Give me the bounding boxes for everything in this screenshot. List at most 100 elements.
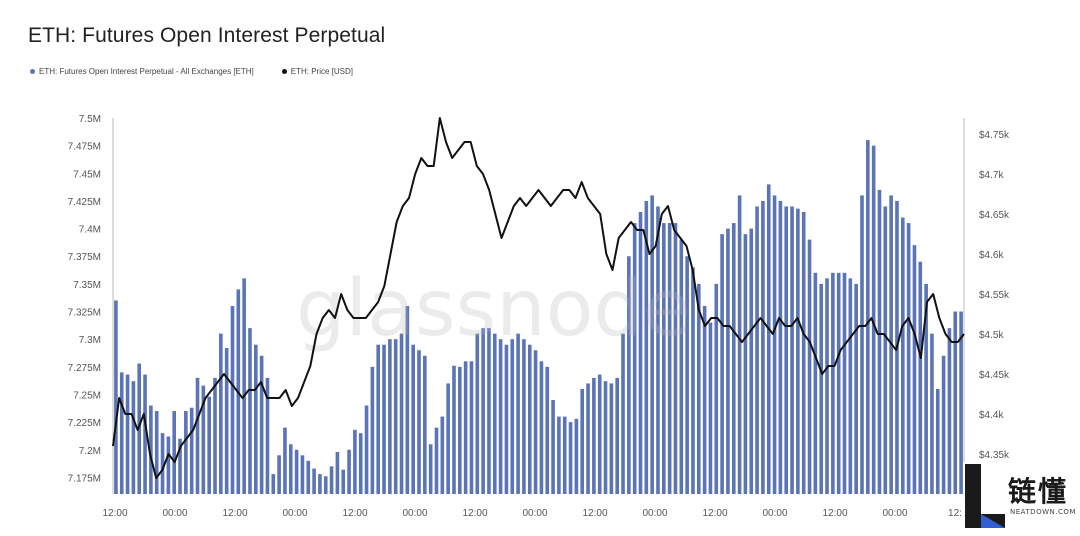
left-tick-label: 7.175M [68,473,101,484]
legend-swatch-open-interest [30,69,35,74]
open-interest-bar [568,422,573,494]
open-interest-bar [871,145,876,494]
open-interest-bar [434,427,439,494]
open-interest-bar [924,283,928,494]
open-interest-bar [906,223,911,494]
x-tick-label: 12:00 [102,508,127,519]
open-interest-bar [551,400,555,494]
open-interest-bar [621,333,625,494]
open-interest-bar [627,256,631,494]
open-interest-bar [679,239,684,494]
open-interest-bar [667,223,672,494]
open-interest-bar [463,361,468,494]
open-interest-bar [557,416,561,494]
open-interest-bar [673,223,678,494]
open-interest-bar [323,476,328,494]
open-interest-bar [417,350,421,494]
open-interest-bar [930,333,934,494]
open-interest-bar [755,206,759,494]
open-interest-bar [341,469,346,494]
open-interest-bar [696,283,701,494]
open-interest-bar [644,200,649,494]
open-interest-bar [848,278,853,494]
left-tick-label: 7.225M [68,418,101,429]
legend-item-open-interest[interactable]: ETH: Futures Open Interest Perpetual - A… [30,67,254,76]
open-interest-bar [912,245,917,494]
open-interest-bar [749,228,754,494]
brand-logo [963,462,1080,531]
open-interest-bar [469,361,474,494]
open-interest-bar [743,234,748,494]
open-interest-bar [580,388,585,494]
open-interest-bar [941,355,946,494]
logo-subtext: NEATDOWN.COM [1010,508,1076,516]
open-interest-bar [539,361,544,494]
open-interest-bar [248,328,252,494]
open-interest-bar [866,140,870,494]
x-tick-label: 12: [948,508,962,519]
open-interest-bar [446,383,450,494]
x-tick-label: 00:00 [642,508,667,519]
open-interest-bar [189,407,194,494]
open-interest-bar [720,234,724,494]
open-interest-bar [492,333,497,494]
x-tick-label: 12:00 [582,508,607,519]
open-interest-bar [376,344,381,494]
open-interest-bar [160,433,165,494]
open-interest-bar [947,328,952,494]
open-interest-bar [411,344,415,494]
open-interest-bar [825,278,829,494]
left-tick-label: 7.375M [68,252,101,263]
open-interest-bar [358,433,363,494]
open-interest-bar [790,206,794,494]
open-interest-bar [329,466,334,494]
open-interest-bar [574,418,579,494]
open-interest-bar [393,339,398,494]
open-interest-bar [458,366,462,494]
right-tick-label: $4.65k [979,210,1010,221]
price-line [112,117,965,479]
legend-item-price[interactable]: ETH: Price [USD] [281,67,353,76]
open-interest-bar [656,206,660,494]
open-interest-bar [685,256,689,494]
open-interest-bar [778,200,783,494]
open-interest-bar [819,283,823,494]
open-interest-bar [440,416,445,494]
x-axis: 12:00 00:00 12:00 00:00 12:00 00:00 12:00 00:00… [102,508,961,519]
open-interest-bar [172,411,177,494]
open-interest-bar [481,328,485,494]
open-interest-bar [527,344,532,494]
open-interest-bar [201,385,206,494]
open-interest-bar [935,388,940,494]
open-interest-bar [277,455,281,494]
x-tick-label: 00:00 [402,508,427,519]
open-interest-bar [382,344,386,494]
open-interest-bar [522,339,526,494]
open-interest-bars [114,140,963,494]
open-interest-bar [807,239,812,494]
x-tick-label: 12:00 [702,508,727,519]
open-interest-bar [224,348,229,494]
open-interest-bar [650,195,654,494]
open-interest-bar [702,306,707,494]
open-interest-bar [737,195,742,494]
open-interest-bar [149,405,153,494]
open-interest-bar [562,416,567,494]
open-interest-bar [586,383,590,494]
open-interest-bar [533,350,538,494]
open-interest-bar [423,355,427,494]
open-interest-bar [860,195,864,494]
open-interest-bar [761,200,765,494]
open-interest-bar [335,451,340,494]
open-interest-bar [405,306,410,494]
legend-swatch-price [281,69,287,74]
open-interest-bar [184,411,188,494]
open-interest-bar [953,311,958,494]
chart-title: ETH: Futures Open Interest Perpetual [28,24,386,47]
left-tick-label: 7.5M [79,114,101,125]
left-tick-label: 7.45M [73,169,101,180]
left-tick-label: 7.3M [79,335,101,346]
open-interest-bar [294,449,299,494]
open-interest-bar [300,455,305,494]
